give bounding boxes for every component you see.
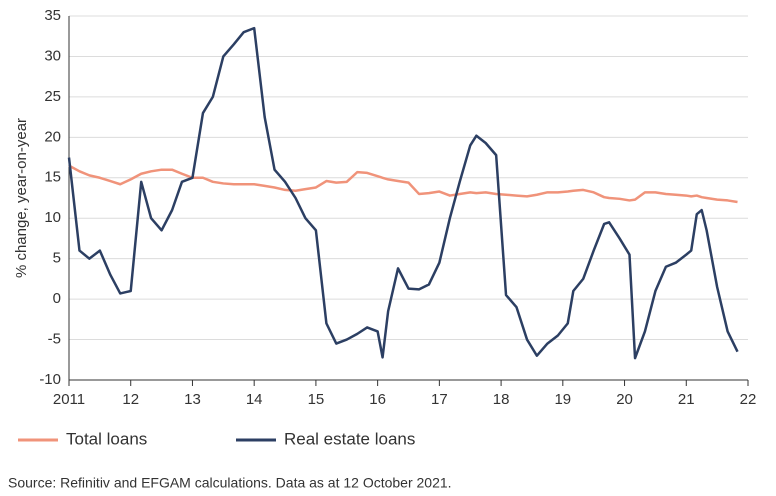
x-tick-label: 21: [678, 391, 695, 408]
y-tick-label: -10: [39, 371, 61, 388]
x-tick-label: 15: [308, 391, 325, 408]
x-tick-label: 13: [184, 391, 201, 408]
x-tick-label: 17: [431, 391, 448, 408]
y-tick-label: 30: [44, 47, 61, 64]
y-tick-label: -5: [48, 331, 61, 348]
x-tick-label: 20: [616, 391, 633, 408]
x-tick-label: 2011: [53, 391, 85, 408]
source-note: Source: Refinitiv and EFGAM calculations…: [8, 475, 452, 491]
x-tick-label: 18: [493, 391, 510, 408]
x-tick-label: 14: [246, 391, 263, 408]
y-tick-label: 25: [44, 88, 61, 105]
x-tick-label: 16: [369, 391, 386, 408]
x-tick-label: 12: [122, 391, 139, 408]
legend-label: Real estate loans: [284, 429, 415, 448]
y-tick-label: 0: [53, 290, 61, 307]
legend-label: Total loans: [66, 429, 147, 448]
y-tick-label: 35: [44, 7, 61, 24]
y-tick-label: 15: [44, 169, 61, 186]
x-tick-label: 22: [740, 391, 757, 408]
x-tick-label: 19: [554, 391, 571, 408]
data-line: [67, 26, 739, 360]
y-tick-label: 5: [53, 250, 61, 267]
y-tick-label: 10: [44, 209, 61, 226]
y-tick-label: 20: [44, 128, 61, 145]
y-axis-label: % change, year-on-year: [13, 118, 30, 278]
data-line: [68, 164, 738, 204]
